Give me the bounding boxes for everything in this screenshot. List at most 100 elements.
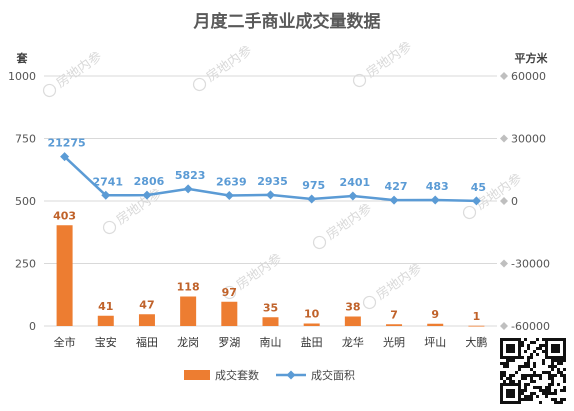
qr-module bbox=[524, 374, 527, 377]
qr-module bbox=[548, 356, 551, 359]
watermark: 房地内参 bbox=[362, 260, 425, 310]
category-label: 大鹏 bbox=[465, 335, 487, 349]
qr-module bbox=[563, 353, 566, 356]
category-label: 罗湖 bbox=[218, 336, 240, 349]
bar-data-label: 41 bbox=[98, 300, 113, 313]
qr-module bbox=[503, 365, 506, 368]
qr-module bbox=[500, 398, 503, 401]
category-label: 福田 bbox=[136, 335, 158, 349]
qr-module bbox=[551, 359, 554, 362]
qr-module bbox=[557, 344, 560, 347]
qr-module bbox=[527, 344, 530, 347]
qr-module bbox=[506, 350, 509, 353]
qr-module bbox=[521, 344, 524, 347]
qr-module bbox=[524, 386, 527, 389]
qr-module bbox=[533, 350, 536, 353]
watermark-icon bbox=[222, 285, 237, 300]
qr-module bbox=[545, 344, 548, 347]
qr-module bbox=[560, 338, 563, 341]
category-label: 全市 bbox=[54, 335, 76, 349]
qr-module bbox=[506, 362, 509, 365]
qr-module bbox=[551, 383, 554, 386]
qr-module bbox=[554, 398, 557, 401]
qr-module bbox=[563, 338, 566, 341]
qr-module bbox=[518, 341, 521, 344]
qr-module bbox=[509, 350, 512, 353]
qr-module bbox=[551, 344, 554, 347]
qr-module bbox=[500, 401, 503, 404]
qr-module bbox=[512, 389, 515, 392]
right-tick-marker bbox=[500, 134, 508, 143]
category-label: 坪山 bbox=[424, 336, 446, 349]
bar bbox=[468, 325, 485, 327]
qr-module bbox=[503, 371, 506, 374]
qr-module bbox=[512, 356, 515, 359]
line-point bbox=[183, 184, 193, 194]
line-point bbox=[389, 195, 399, 205]
qr-module bbox=[518, 344, 521, 347]
category-label: 龙华 bbox=[342, 335, 364, 349]
watermark-text: 房地内参 bbox=[233, 250, 285, 293]
qr-module bbox=[521, 356, 524, 359]
qr-module bbox=[512, 347, 515, 350]
qr-module bbox=[560, 371, 563, 374]
line-data-label: 45 bbox=[471, 181, 486, 194]
qr-module bbox=[500, 353, 503, 356]
category-label: 宝安 bbox=[95, 335, 117, 349]
qr-module bbox=[533, 371, 536, 374]
qr-module bbox=[530, 377, 533, 380]
qr-module bbox=[524, 338, 527, 341]
line-data-label: 2741 bbox=[92, 175, 123, 188]
qr-module bbox=[557, 347, 560, 350]
qr-module bbox=[503, 338, 506, 341]
qr-module bbox=[527, 398, 530, 401]
qr-module bbox=[554, 389, 557, 392]
qr-module bbox=[500, 356, 503, 359]
bar-series bbox=[56, 225, 485, 327]
qr-module bbox=[512, 380, 515, 383]
qr-module bbox=[545, 350, 548, 353]
qr-module bbox=[542, 392, 545, 395]
qr-module bbox=[551, 350, 554, 353]
right-tick-marker bbox=[500, 197, 508, 205]
qr-module bbox=[500, 338, 503, 341]
qr-module bbox=[545, 392, 548, 395]
right-axis-unit: 平方米 bbox=[515, 51, 549, 65]
qr-module bbox=[506, 356, 509, 359]
qr-module bbox=[521, 365, 524, 368]
bar-data-label: 97 bbox=[222, 286, 237, 299]
qr-module bbox=[533, 374, 536, 377]
watermark-icon bbox=[102, 220, 117, 235]
right-tick-marker bbox=[500, 322, 508, 330]
qr-module bbox=[542, 350, 545, 353]
qr-module bbox=[515, 401, 518, 404]
qr-module bbox=[536, 353, 539, 356]
bar-data-label: 35 bbox=[263, 301, 278, 314]
watermark-icon bbox=[192, 77, 207, 92]
line-data-label: 21275 bbox=[47, 137, 85, 150]
legend-swatch-bar bbox=[184, 370, 210, 380]
qr-module bbox=[557, 401, 560, 404]
qr-module bbox=[506, 338, 509, 341]
qr-module bbox=[545, 395, 548, 398]
watermark-icon bbox=[352, 73, 367, 88]
bar bbox=[386, 324, 403, 326]
qr-module bbox=[560, 359, 563, 362]
qr-module bbox=[548, 371, 551, 374]
line-point bbox=[101, 190, 111, 200]
qr-module bbox=[512, 350, 515, 353]
line-series bbox=[60, 152, 481, 206]
qr-module bbox=[506, 392, 509, 395]
line-point bbox=[142, 190, 152, 200]
watermark-text: 房地内参 bbox=[323, 200, 375, 243]
legend-swatch-marker bbox=[286, 370, 296, 380]
qr-module bbox=[563, 398, 566, 401]
category-label: 盐田 bbox=[301, 336, 323, 349]
qr-module bbox=[539, 401, 542, 404]
bar bbox=[97, 315, 114, 326]
qr-module bbox=[512, 374, 515, 377]
qr-module bbox=[509, 344, 512, 347]
qr-module bbox=[509, 395, 512, 398]
qr-module bbox=[536, 347, 539, 350]
